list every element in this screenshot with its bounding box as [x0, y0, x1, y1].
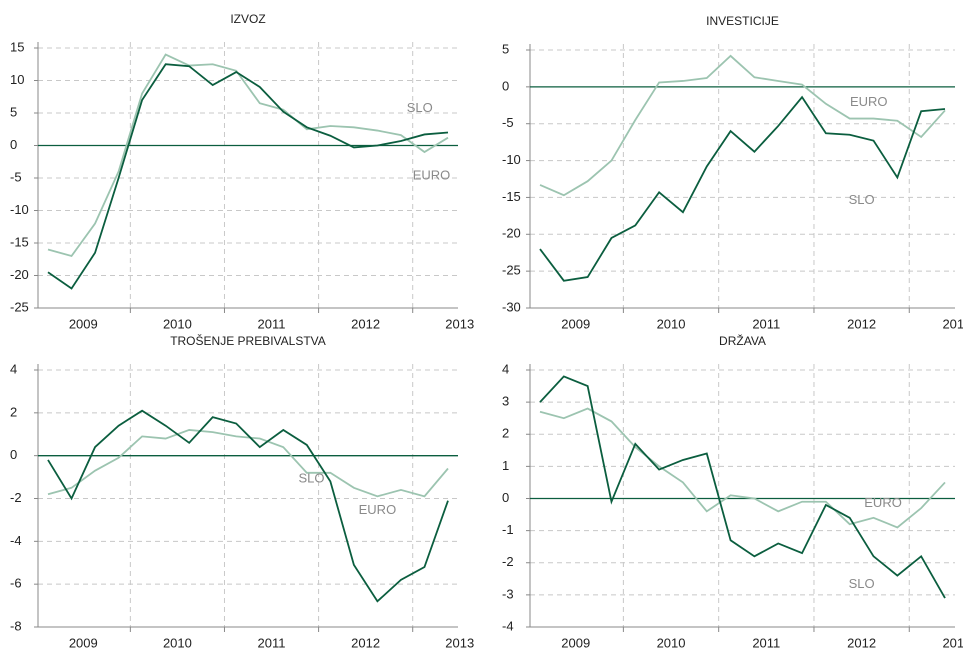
- chart-title: TROŠENJE PREBIVALSTVA: [170, 333, 326, 348]
- y-tick-label: 0: [502, 78, 509, 93]
- series-label: SLO: [299, 470, 325, 485]
- y-tick-label: -2: [10, 490, 22, 505]
- y-tick-label: 10: [10, 72, 24, 87]
- y-tick-label: -25: [10, 299, 29, 314]
- series-label: EURO: [850, 94, 888, 109]
- y-tick-label: -30: [502, 299, 521, 314]
- y-tick-label: 4: [502, 361, 509, 376]
- x-tick-label: 2013: [942, 316, 963, 331]
- chart-title: DRŽAVA: [719, 333, 766, 348]
- y-tick-label: 0: [10, 137, 17, 152]
- series-label: EURO: [359, 502, 397, 517]
- y-tick-label: 5: [10, 104, 17, 119]
- x-tick-label: 2011: [752, 635, 780, 650]
- series-line: [47, 429, 449, 498]
- x-tick-label: 2011: [258, 635, 286, 650]
- y-tick-label: -3: [502, 586, 514, 601]
- y-tick-label: -20: [10, 267, 29, 282]
- x-tick-label: 2013: [942, 635, 963, 650]
- series-label: SLO: [407, 100, 433, 115]
- series-label: EURO: [864, 495, 902, 510]
- y-tick-label: -25: [502, 263, 521, 278]
- series-label: EURO: [413, 167, 451, 182]
- x-tick-label: 2011: [752, 316, 780, 331]
- y-tick-label: -5: [10, 169, 22, 184]
- y-tick-label: -6: [10, 576, 22, 591]
- chart-title: IZVOZ: [230, 12, 265, 26]
- y-tick-label: -1: [502, 522, 514, 537]
- x-tick-label: 2011: [258, 316, 286, 331]
- x-tick-label: 2010: [657, 316, 686, 331]
- series-line: [539, 407, 946, 529]
- x-tick-label: 2009: [69, 316, 98, 331]
- series-line: [47, 63, 449, 290]
- y-tick-label: 3: [502, 394, 509, 409]
- x-tick-label: 2012: [351, 316, 380, 331]
- y-tick-label: 2: [502, 426, 509, 441]
- x-tick-label: 2012: [351, 635, 380, 650]
- series-line: [539, 95, 946, 282]
- x-tick-label: 2012: [847, 316, 876, 331]
- x-tick-label: 2010: [657, 635, 686, 650]
- x-tick-label: 2013: [445, 316, 474, 331]
- y-tick-label: 5: [502, 41, 509, 56]
- series-line: [47, 409, 449, 603]
- y-tick-label: -10: [10, 202, 29, 217]
- chart-title: INVESTICIJE: [706, 14, 779, 28]
- x-tick-label: 2010: [163, 316, 192, 331]
- y-tick-label: -4: [10, 533, 22, 548]
- y-tick-label: -4: [502, 618, 514, 633]
- series-label: SLO: [849, 192, 875, 207]
- y-tick-label: -20: [502, 226, 521, 241]
- y-tick-label: -10: [502, 152, 521, 167]
- x-tick-label: 2010: [163, 635, 192, 650]
- x-tick-label: 2012: [847, 635, 876, 650]
- x-tick-label: 2009: [69, 635, 98, 650]
- x-tick-label: 2013: [445, 635, 474, 650]
- y-tick-label: 0: [502, 490, 509, 505]
- y-tick-label: -8: [10, 618, 22, 633]
- y-tick-label: 4: [10, 361, 17, 376]
- y-tick-label: 2: [10, 404, 17, 419]
- y-tick-label: -2: [502, 554, 514, 569]
- y-tick-label: 15: [10, 39, 24, 54]
- y-tick-label: 1: [502, 458, 509, 473]
- y-tick-label: -15: [502, 189, 521, 204]
- y-tick-label: -5: [502, 115, 514, 130]
- y-tick-label: -15: [10, 234, 29, 249]
- x-tick-label: 2009: [561, 316, 590, 331]
- x-tick-label: 2009: [561, 635, 590, 650]
- series-line: [47, 53, 449, 258]
- series-line: [539, 54, 946, 197]
- series-line: [539, 375, 946, 599]
- y-tick-label: 0: [10, 447, 17, 462]
- series-label: SLO: [849, 576, 875, 591]
